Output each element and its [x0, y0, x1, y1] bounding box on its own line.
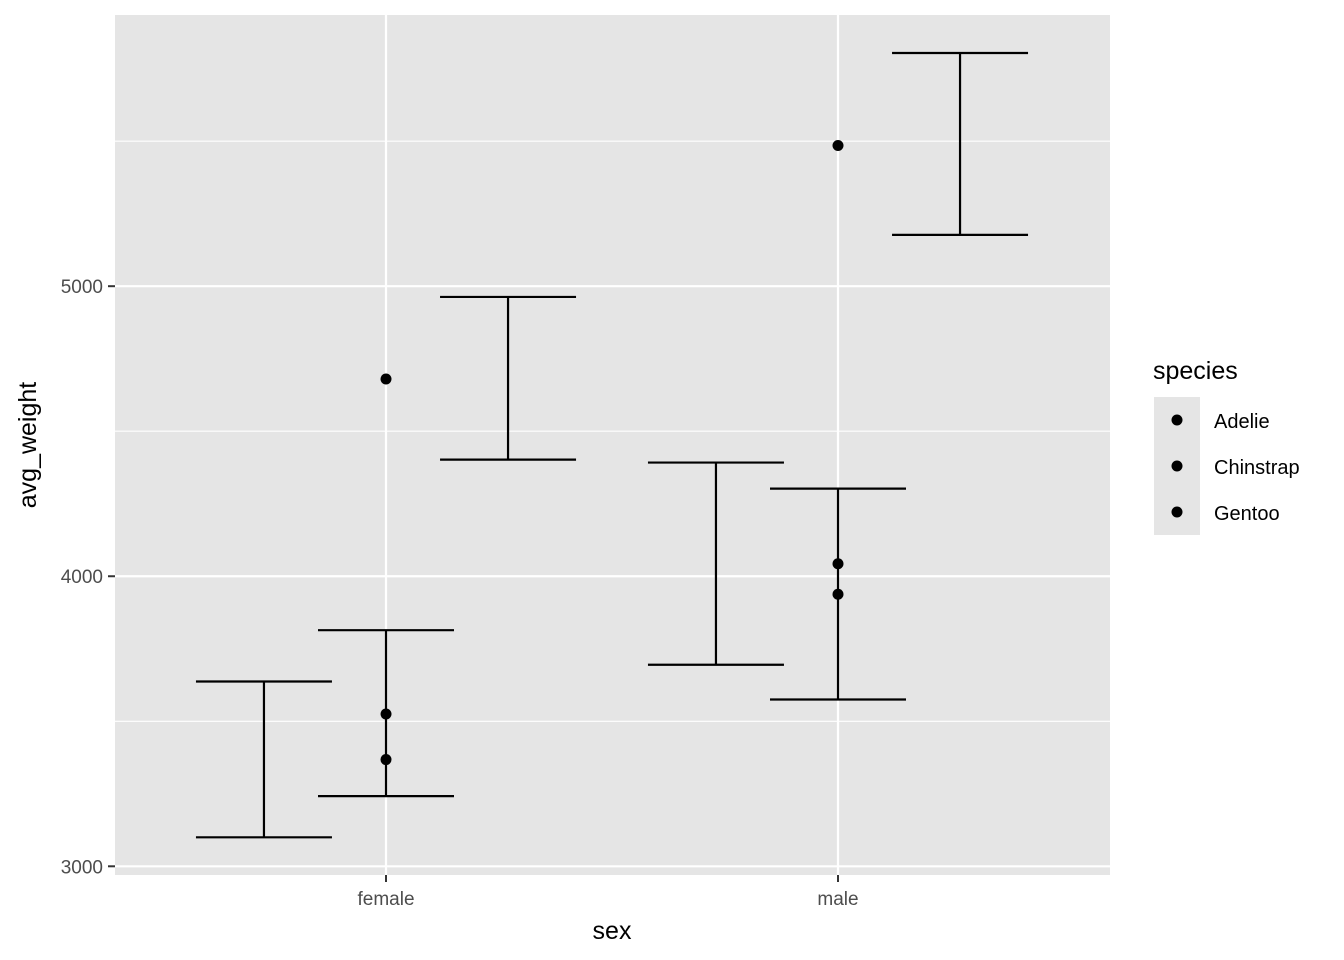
errorbar: [647, 461, 784, 666]
errorbar: [440, 295, 577, 461]
x-tick-label: male: [817, 889, 858, 910]
data-points: [380, 140, 844, 766]
legend-key-gentoo: [1171, 506, 1183, 518]
legend-key-adelie: [1171, 414, 1183, 426]
errorbar: [195, 680, 332, 839]
data-point: [832, 558, 844, 570]
data-point: [832, 588, 844, 600]
x-axis-ticks: female male: [357, 875, 859, 910]
errorbars: [195, 51, 1029, 839]
legend-title: species: [1153, 357, 1238, 385]
y-axis-ticks: 3000 4000 5000: [61, 277, 115, 878]
data-point: [832, 140, 844, 152]
legend-label-adelie: Adelie: [1214, 411, 1270, 433]
legend-key-chinstrap: [1171, 460, 1183, 472]
legend-label-gentoo: Gentoo: [1214, 503, 1280, 525]
x-tick-label: female: [357, 889, 414, 910]
x-axis-title: sex: [593, 917, 632, 945]
legend-label-chinstrap: Chinstrap: [1214, 457, 1300, 479]
plot-panel: [115, 15, 1110, 875]
legend: species Adelie Chinstrap Gentoo: [1153, 357, 1300, 535]
y-tick-label: 4000: [61, 567, 103, 588]
y-axis-title: avg_weight: [14, 382, 42, 509]
data-point: [380, 754, 392, 766]
y-tick-label: 3000: [61, 857, 103, 878]
legend-entries: Adelie Chinstrap Gentoo: [1171, 411, 1300, 525]
data-point: [380, 373, 392, 385]
y-tick-label: 5000: [61, 277, 103, 298]
data-point: [380, 708, 392, 720]
minor-gridlines: [115, 140, 1110, 722]
errorbar: [892, 51, 1029, 236]
